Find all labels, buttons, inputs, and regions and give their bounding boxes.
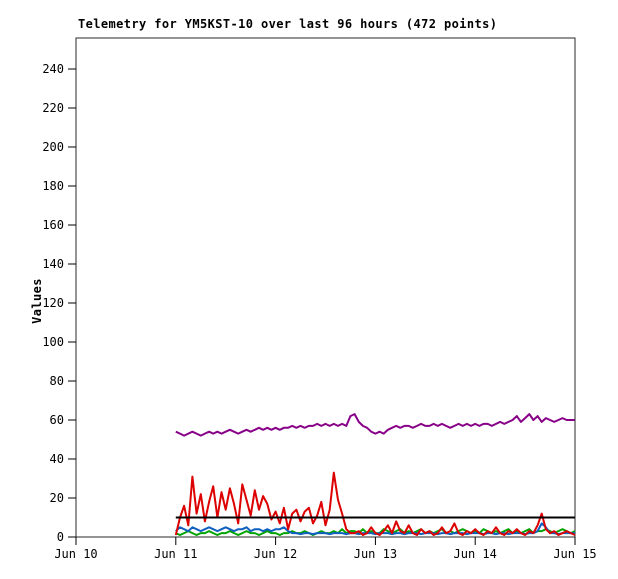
x-tick-label: Jun 13 — [354, 547, 397, 561]
y-tick-label: 240 — [42, 62, 64, 76]
y-tick-label: 0 — [57, 530, 64, 544]
y-tick-label: 200 — [42, 140, 64, 154]
y-tick-label: 100 — [42, 335, 64, 349]
y-tick-label: 220 — [42, 101, 64, 115]
x-tick-label: Jun 11 — [154, 547, 197, 561]
chart-title: Telemetry for YM5KST-10 over last 96 hou… — [78, 17, 498, 31]
y-tick-label: 20 — [50, 491, 64, 505]
series-channel-red-line — [174, 471, 576, 536]
x-tick-label: Jun 14 — [454, 547, 497, 561]
x-tick-label: Jun 10 — [54, 547, 97, 561]
y-axis-title: Values — [30, 278, 44, 324]
x-tick-label: Jun 15 — [553, 547, 596, 561]
x-tick-label: Jun 12 — [254, 547, 297, 561]
y-tick-label: 180 — [42, 179, 64, 193]
plot-frame — [75, 37, 576, 538]
y-tick-label: 40 — [50, 452, 64, 466]
series-channel-purple-line — [175, 413, 575, 437]
y-tick-label: 140 — [42, 257, 64, 271]
y-tick-label: 60 — [50, 413, 64, 427]
y-tick-label: 80 — [50, 374, 64, 388]
y-tick-label: 160 — [42, 218, 64, 232]
y-tick-label: 120 — [42, 296, 64, 310]
